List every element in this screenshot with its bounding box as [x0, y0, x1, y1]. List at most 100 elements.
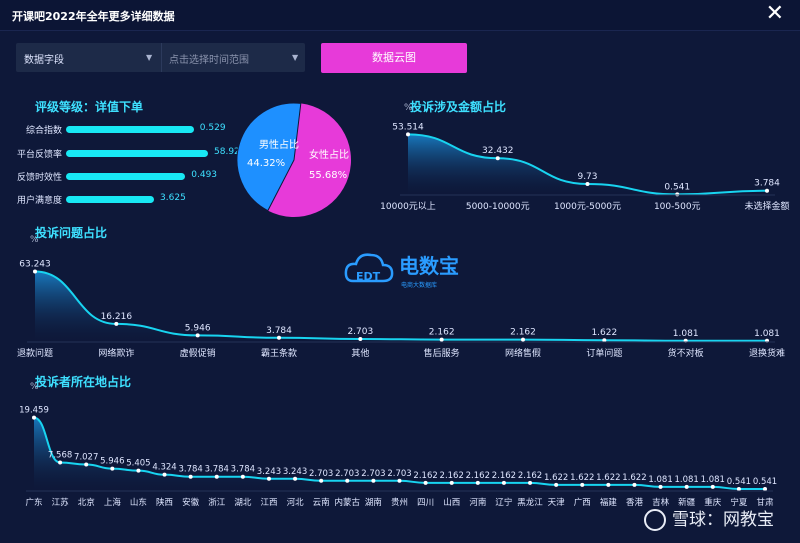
data-point[interactable] — [554, 482, 559, 487]
data-point[interactable] — [736, 486, 741, 491]
field-select-value: 数据字段 — [24, 55, 64, 66]
data-point[interactable] — [277, 335, 281, 340]
brand-text: 电数宝 — [399, 254, 459, 278]
data-label: 1.622 — [544, 473, 568, 483]
data-point[interactable] — [606, 482, 611, 487]
x-tick-label: 福建 — [600, 497, 618, 508]
data-label: 3.784 — [178, 465, 202, 475]
data-point[interactable] — [765, 188, 769, 193]
data-point[interactable] — [114, 321, 119, 326]
data-point[interactable] — [266, 476, 271, 481]
window-title: 开课吧2022年全年更多详细数据 — [12, 10, 175, 23]
x-tick-label: 上海 — [104, 497, 122, 508]
data-point[interactable] — [658, 484, 663, 489]
data-point[interactable] — [602, 338, 607, 343]
issue-area-chart: % 63.243 退款问题 16.216 网络欺诈 5.946 虚假促销 3.784 霸王条款 2… — [17, 235, 785, 359]
data-point[interactable] — [675, 192, 680, 197]
x-tick-label: 内蒙古 — [335, 497, 361, 508]
data-point[interactable] — [423, 480, 428, 485]
x-tick-label: 四川 — [417, 498, 434, 508]
data-point[interactable] — [406, 132, 410, 137]
data-point[interactable] — [684, 484, 689, 489]
x-tick-label: 香港 — [626, 497, 644, 508]
axis-unit: % — [30, 235, 39, 245]
date-range-input[interactable]: 点击选择时间范围 — [169, 55, 249, 66]
data-label: 2.703 — [309, 469, 333, 479]
data-point[interactable] — [358, 336, 363, 341]
data-point[interactable] — [58, 460, 63, 465]
female-value: 55.68% — [309, 170, 347, 181]
rating-label: 平台反馈率 — [16, 150, 62, 160]
data-point[interactable] — [501, 480, 506, 485]
data-cloud-button[interactable]: 数据云图 — [321, 43, 467, 73]
data-point[interactable] — [195, 333, 200, 338]
data-point[interactable] — [528, 480, 533, 485]
data-point[interactable] — [240, 474, 245, 479]
data-point[interactable] — [449, 480, 454, 485]
chevron-down-icon: ▼ — [146, 53, 153, 62]
area-fill — [408, 134, 767, 195]
data-label: 0.541 — [753, 477, 777, 487]
data-point[interactable] — [345, 478, 350, 483]
rating-value: 0.493 — [191, 170, 218, 180]
data-point[interactable] — [162, 472, 167, 477]
region-chart-title: 投诉者所在地占比 — [35, 375, 132, 389]
data-label: 1.081 — [701, 475, 725, 485]
data-point[interactable] — [371, 478, 376, 483]
data-point[interactable] — [397, 478, 402, 483]
series-line — [34, 270, 767, 342]
x-tick-label: 售后服务 — [424, 347, 460, 359]
data-point[interactable] — [214, 474, 219, 479]
data-label: 2.162 — [440, 471, 464, 481]
x-tick-label: 1000元-5000元 — [554, 202, 621, 212]
data-point[interactable] — [293, 476, 298, 481]
region-area-chart: % 19.459 广东 7.568 江苏 7.027 北京 5.946 上海 5.405 山东 4.3… — [19, 382, 777, 508]
rating-value: 3.625 — [160, 193, 186, 203]
data-point[interactable] — [521, 337, 525, 342]
x-tick-label: 网络售假 — [505, 347, 541, 359]
rating-label: 用户满意度 — [16, 196, 62, 206]
data-point[interactable] — [84, 462, 89, 467]
data-label: 2.703 — [387, 469, 411, 479]
female-label: 女性占比 — [309, 148, 349, 161]
x-tick-label: 5000-10000元 — [466, 202, 530, 212]
logo-text: EDT — [356, 270, 381, 283]
close-icon[interactable]: ✕ — [765, 1, 784, 26]
male-slice — [236, 102, 302, 212]
data-point[interactable] — [188, 474, 193, 479]
male-value: 44.32% — [247, 158, 285, 169]
data-label: 0.541 — [664, 182, 690, 192]
axis-unit: % — [404, 103, 413, 113]
data-point[interactable] — [319, 478, 324, 483]
data-point[interactable] — [439, 337, 444, 342]
area-fill — [34, 417, 765, 491]
data-point[interactable] — [495, 156, 500, 161]
data-point[interactable] — [136, 468, 141, 473]
data-point[interactable] — [632, 482, 637, 487]
data-point[interactable] — [763, 486, 767, 491]
data-label: 1.081 — [754, 329, 780, 339]
data-label: 2.162 — [510, 328, 536, 338]
issue-chart-title: 投诉问题占比 — [35, 226, 108, 240]
data-label: 16.216 — [101, 312, 133, 322]
rating-bar — [66, 150, 208, 157]
x-tick-label: 云南 — [313, 497, 330, 508]
data-point[interactable] — [710, 484, 715, 489]
data-point[interactable] — [110, 466, 115, 471]
data-label: 0.541 — [727, 477, 751, 487]
data-point[interactable] — [32, 415, 36, 420]
field-select[interactable]: 数据字段 ▼ — [16, 43, 162, 72]
x-tick-label: 网络欺诈 — [98, 347, 134, 359]
x-tick-label: 虚假促销 — [180, 347, 216, 359]
x-tick-label: 未选择金额 — [744, 200, 789, 212]
data-label: 1.622 — [622, 473, 646, 483]
data-point[interactable] — [475, 480, 480, 485]
data-point[interactable] — [33, 269, 37, 274]
data-label: 1.622 — [570, 473, 594, 483]
data-point[interactable] — [585, 181, 590, 186]
filter-bar: 数据字段 ▼ 点击选择时间范围 ▼ — [16, 43, 305, 72]
data-label: 3.243 — [257, 467, 281, 477]
rating-section-title: 评级等级：详值下单 — [35, 100, 144, 114]
rating-value: 0.529 — [199, 123, 226, 133]
data-point[interactable] — [580, 482, 585, 487]
